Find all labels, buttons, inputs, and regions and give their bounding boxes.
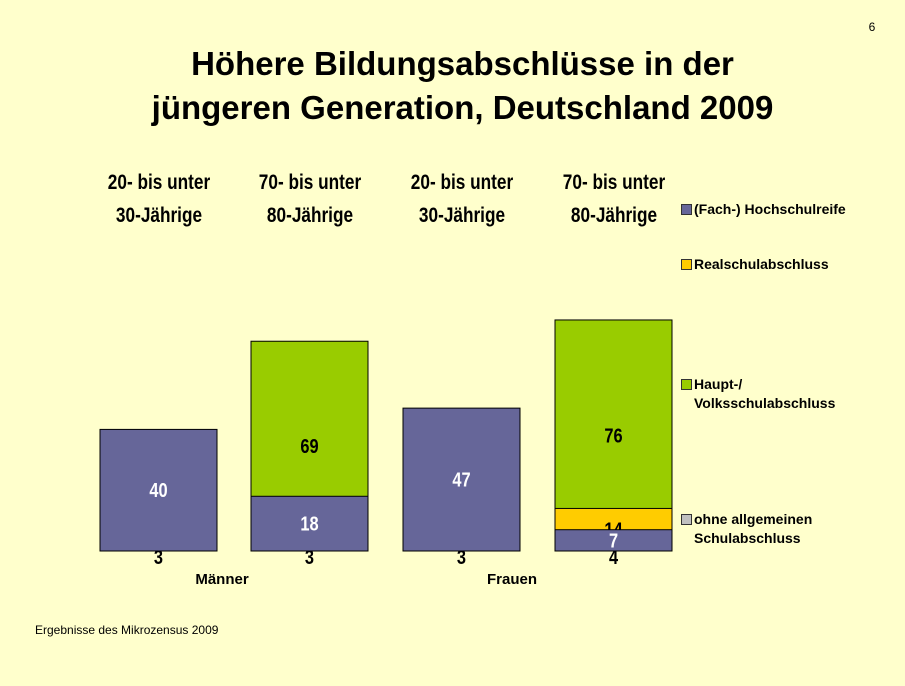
- value-label: 18: [300, 512, 318, 535]
- value-label: 3: [154, 545, 163, 568]
- value-label: 47: [452, 468, 470, 491]
- legend-label: (Fach-) Hochschulreife: [694, 201, 846, 217]
- legend-label: Haupt-/ Volksschulabschluss: [694, 376, 836, 411]
- category-label: 20- bis unter 30-Jährige: [410, 171, 513, 227]
- bar-segment: [554, 529, 673, 552]
- group-label: Frauen: [487, 571, 537, 588]
- legend-swatch: [681, 514, 692, 525]
- source-note: Ergebnisse des Mikrozensus 2009: [35, 623, 219, 637]
- value-label: 4: [609, 545, 619, 568]
- bar-segment: [402, 407, 521, 552]
- page-number: 6: [869, 20, 876, 34]
- value-label: 7: [609, 529, 618, 552]
- category-label: 70- bis unter 80-Jährige: [562, 171, 665, 227]
- value-label: 76: [604, 424, 622, 447]
- value-label: 69: [300, 435, 318, 458]
- legend-label: Realschulabschluss: [694, 256, 829, 272]
- legend-swatch: [681, 204, 692, 215]
- legend-label: ohne allgemeinen Schulabschluss: [694, 511, 813, 546]
- group-label: Männer: [195, 571, 249, 588]
- category-label: 20- bis unter 30-Jährige: [107, 171, 210, 227]
- bar-segment: [99, 428, 218, 552]
- value-label: 40: [149, 479, 167, 502]
- legend-swatch: [681, 259, 692, 270]
- chart-title: Höhere Bildungsabschlüsse in der jüngere…: [151, 45, 774, 126]
- bar-segment: [250, 495, 369, 552]
- value-label: 3: [305, 545, 314, 568]
- category-label: 70- bis unter 80-Jährige: [258, 171, 361, 227]
- legend-swatch: [681, 379, 692, 390]
- value-label: 3: [457, 545, 466, 568]
